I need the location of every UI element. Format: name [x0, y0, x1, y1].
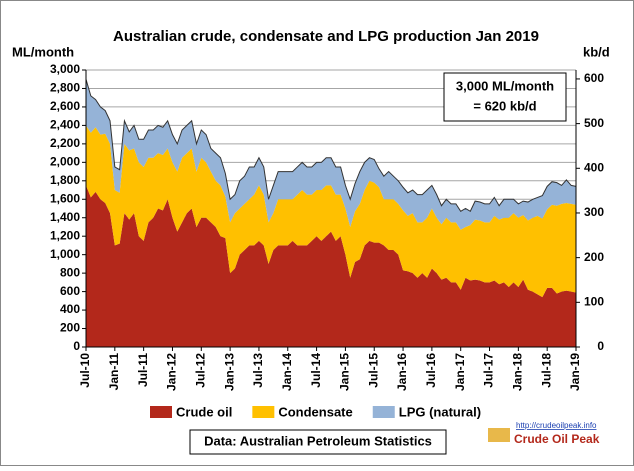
y2-tick-label: 100 [584, 294, 604, 308]
y-axis-label: ML/month [12, 44, 74, 59]
plot-area: 0 200 400 600 800 1,000 1,200 1,400 1,600 1,800 2,… [50, 62, 604, 391]
y-tick-label: 2,400 [50, 118, 80, 132]
y-tick-label: 400 [60, 302, 80, 316]
y-tick-label: 0 [73, 339, 80, 353]
legend-swatch [252, 406, 275, 418]
x-tick-label: Jul-10 [78, 353, 92, 388]
x-tick-label: Jul-13 [251, 353, 265, 388]
y-tick-label: 1,600 [50, 191, 80, 205]
source-box [189, 429, 447, 455]
area [86, 79, 576, 230]
area-outline [85, 79, 577, 212]
area [86, 125, 576, 298]
y2-tick-label: 400 [584, 160, 604, 174]
y-tick-label: 1,400 [50, 210, 80, 224]
x-tick-label: Jan-11 [107, 353, 121, 391]
area [86, 185, 576, 347]
logo-text: Crude Oil Peak [514, 432, 600, 446]
y-tick-label: 600 [60, 284, 80, 298]
x-tick-label: Jul-18 [539, 353, 553, 388]
source: Data: Australian Petroleum Statistics [204, 433, 432, 448]
y2-tick-label: 600 [584, 71, 604, 85]
logo-icon [488, 428, 510, 442]
chart-title: Australian crude, condensate and LPG pro… [113, 28, 539, 45]
legend-label: Crude oil [176, 404, 232, 419]
x-tick-label: Jul-11 [136, 353, 150, 387]
x-tick-label: Jan-19 [568, 353, 582, 391]
x-tick-label: Jul-17 [482, 353, 496, 388]
x-tick-label: Jan-16 [395, 353, 409, 391]
y-tick-label: 2,000 [50, 155, 80, 169]
y2-tick-label: 300 [584, 205, 604, 219]
legend-swatch [372, 406, 395, 418]
y2-tick-label: 200 [584, 250, 604, 264]
annotation-box [443, 72, 567, 122]
y-tick-label: 200 [60, 321, 80, 335]
x-tick-label: Jan-12 [165, 353, 179, 391]
x-tick-label: Jul-14 [309, 353, 323, 388]
x-tick-label: Jul-15 [366, 353, 380, 388]
legend-label: Condensate [278, 404, 352, 419]
legend-swatch [150, 406, 172, 418]
x-tick-label: Jul-16 [424, 353, 438, 388]
y-tick-label: 2,800 [50, 81, 80, 95]
y-tick-label: 1,000 [50, 247, 80, 261]
legend-label: LPG (natural) [399, 404, 481, 419]
y-tick-label: 1,200 [50, 228, 80, 242]
y2-axis-label: kb/d [583, 44, 610, 59]
x-tick-label: Jan-18 [511, 353, 525, 391]
y2-tick-label: 0 [597, 339, 604, 353]
legend: Crude oil Condensate LPG (natural) [150, 404, 481, 419]
x-tick-label: Jan-15 [338, 353, 352, 391]
x-tick-label: Jan-14 [280, 353, 294, 391]
x-tick-label: Jan-13 [222, 353, 236, 391]
x-tick-label: Jul-12 [193, 353, 207, 388]
y-tick-label: 1,800 [50, 173, 80, 187]
y-tick-label: 3,000 [50, 62, 80, 76]
annotation: = 620 kb/d [473, 98, 536, 113]
y-tick-label: 2,600 [50, 99, 80, 113]
y2-tick-label: 500 [584, 116, 604, 130]
y-tick-label: 2,200 [50, 136, 80, 150]
y-tick-label: 800 [60, 265, 80, 279]
annotation: 3,000 ML/month [456, 78, 554, 93]
x-tick-label: Jan-17 [453, 353, 467, 391]
logo-url: http://crudeoilpeak.info [516, 421, 597, 430]
